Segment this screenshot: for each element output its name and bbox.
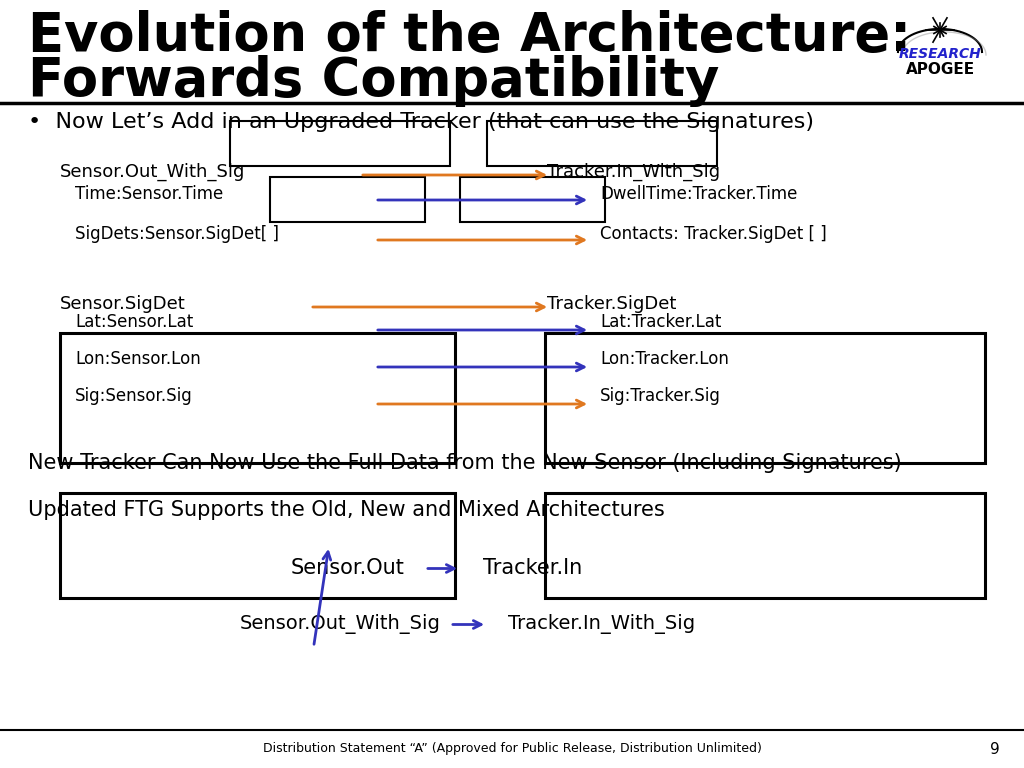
- Bar: [545, 333, 985, 463]
- Text: Sensor.Out: Sensor.Out: [291, 558, 404, 578]
- Text: Sensor.Out_With_Sig: Sensor.Out_With_Sig: [240, 614, 440, 634]
- Text: •  Now Let’s Add in an Upgraded Tracker (that can use the Signatures): • Now Let’s Add in an Upgraded Tracker (…: [28, 112, 814, 132]
- Bar: [60, 493, 455, 598]
- Bar: [60, 333, 455, 463]
- Text: APOGEE: APOGEE: [905, 62, 975, 77]
- Text: 9: 9: [990, 742, 1000, 757]
- Bar: [487, 121, 717, 166]
- Text: Tracker.SigDet: Tracker.SigDet: [547, 295, 677, 313]
- Text: DwellTime:Tracker.Time: DwellTime:Tracker.Time: [600, 185, 798, 203]
- Text: Tracker.In_With_Sig: Tracker.In_With_Sig: [509, 614, 695, 634]
- Text: SigDets:Sensor.SigDet[ ]: SigDets:Sensor.SigDet[ ]: [75, 225, 279, 243]
- Text: Tracker.In_With_Sig: Tracker.In_With_Sig: [547, 163, 720, 181]
- Text: RESEARCH: RESEARCH: [899, 47, 981, 61]
- Text: Distribution Statement “A” (Approved for Public Release, Distribution Unlimited): Distribution Statement “A” (Approved for…: [262, 742, 762, 755]
- Text: New Tracker Can Now Use the Full Data from the New Sensor (Including Signatures): New Tracker Can Now Use the Full Data fr…: [28, 453, 902, 473]
- Text: Sig:Tracker.Sig: Sig:Tracker.Sig: [600, 387, 721, 405]
- Text: Lat:Tracker.Lat: Lat:Tracker.Lat: [600, 313, 721, 331]
- Bar: [230, 121, 450, 166]
- Text: Contacts: Tracker.SigDet [ ]: Contacts: Tracker.SigDet [ ]: [600, 225, 826, 243]
- Text: Tracker.In: Tracker.In: [483, 558, 582, 578]
- Bar: [460, 177, 605, 222]
- Text: Sig:Sensor.Sig: Sig:Sensor.Sig: [75, 387, 193, 405]
- Text: Evolution of the Architecture:: Evolution of the Architecture:: [28, 10, 911, 62]
- Bar: [270, 177, 425, 222]
- Text: Time:Sensor.Time: Time:Sensor.Time: [75, 185, 223, 203]
- Text: Lon:Tracker.Lon: Lon:Tracker.Lon: [600, 350, 729, 368]
- Text: Updated FTG Supports the Old, New and Mixed Architectures: Updated FTG Supports the Old, New and Mi…: [28, 500, 665, 520]
- Bar: [545, 493, 985, 598]
- Text: Forwards Compatibility: Forwards Compatibility: [28, 55, 720, 107]
- Text: Sensor.SigDet: Sensor.SigDet: [60, 295, 185, 313]
- Text: Sensor.Out_With_Sig: Sensor.Out_With_Sig: [60, 163, 246, 181]
- Text: Lon:Sensor.Lon: Lon:Sensor.Lon: [75, 350, 201, 368]
- Text: Lat:Sensor.Lat: Lat:Sensor.Lat: [75, 313, 194, 331]
